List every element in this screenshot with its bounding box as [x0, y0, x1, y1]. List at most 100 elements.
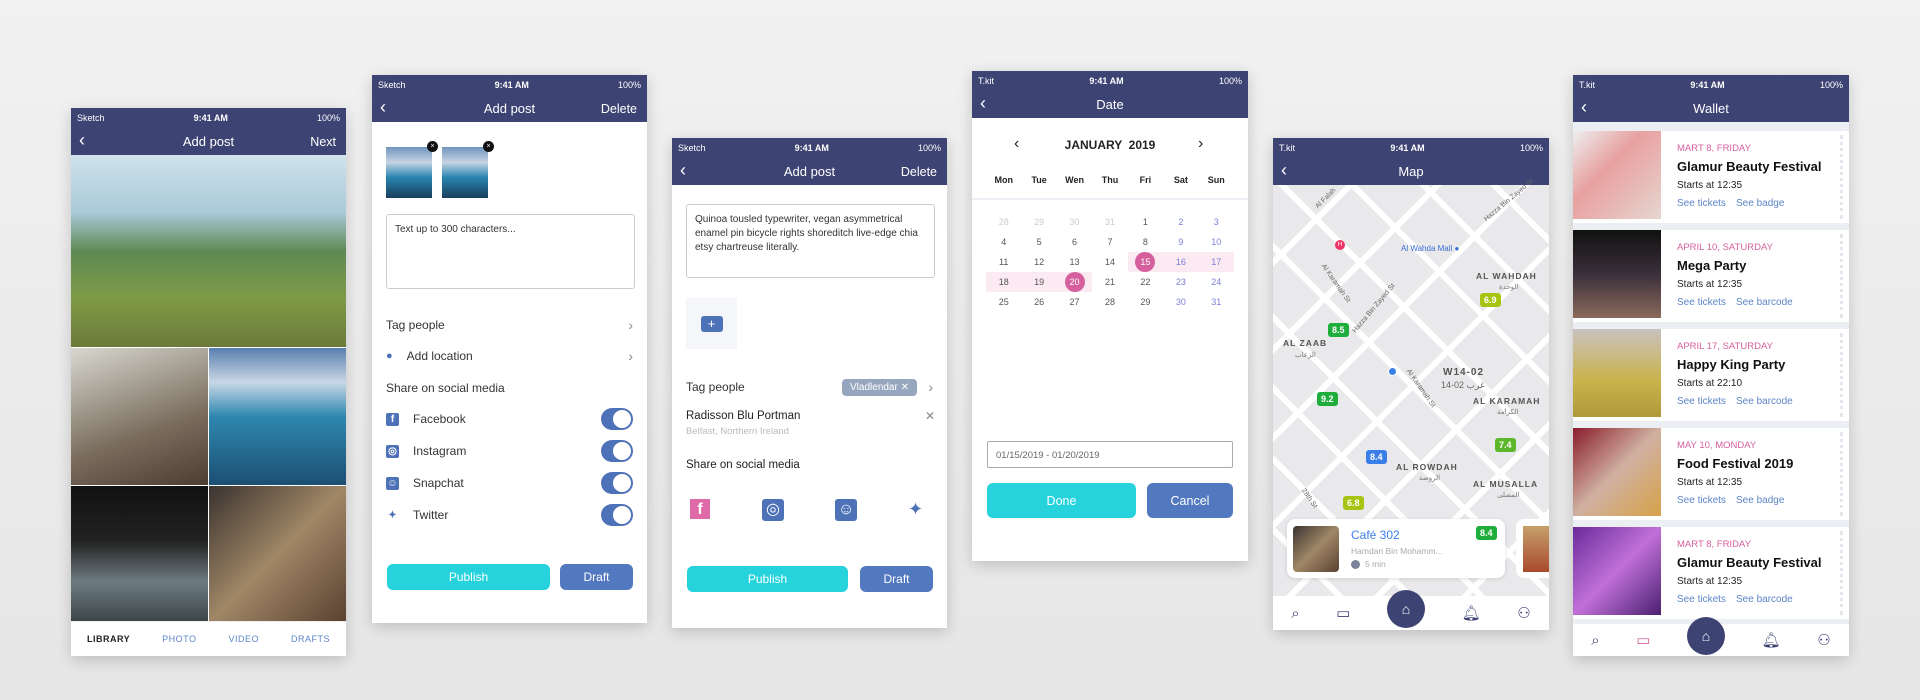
calendar-day[interactable]: 5 [1021, 232, 1056, 252]
back-icon[interactable]: ‹ [1581, 97, 1587, 117]
draft-button[interactable]: Draft [560, 564, 633, 590]
calendar-day[interactable]: 31 [1199, 292, 1234, 312]
bell-icon[interactable]: 🔔︎ [1761, 632, 1781, 649]
home-icon[interactable]: ⌂ [1387, 590, 1426, 628]
calendar-day[interactable]: 1 [1128, 212, 1163, 232]
see-tickets-link[interactable]: See tickets [1677, 594, 1726, 605]
place-card[interactable]: Café 302 Hamdan Bin Mohamm... 5 min 8.4 [1287, 519, 1505, 578]
rating-pin[interactable]: 8.5 [1328, 323, 1349, 337]
calendar-day[interactable]: 16 [1163, 252, 1199, 272]
twitter-icon[interactable]: ✦ [908, 499, 924, 519]
snapchat-icon[interactable]: ☺ [835, 499, 857, 521]
facebook-icon[interactable]: f [690, 499, 710, 519]
snapchat-toggle[interactable] [601, 472, 633, 494]
calendar-day[interactable]: 8 [1128, 232, 1163, 252]
calendar-day[interactable]: 9 [1163, 232, 1198, 252]
calendar-day[interactable]: 21 [1092, 272, 1127, 292]
profile-icon[interactable]: ⚇ [1517, 605, 1531, 622]
hospital-icon[interactable]: H [1335, 240, 1345, 250]
calendar-day[interactable]: 18 [986, 272, 1022, 292]
calendar-day[interactable]: 7 [1092, 232, 1127, 252]
photo-campfire[interactable] [71, 348, 208, 485]
tab-video[interactable]: VIDEO [228, 634, 259, 644]
see-tickets-link[interactable]: See tickets [1677, 396, 1726, 407]
tab-photo[interactable]: PHOTO [162, 634, 197, 644]
secondary-link[interactable]: See badge [1736, 198, 1785, 209]
calendar-day[interactable]: 26 [1021, 292, 1056, 312]
event-ticket[interactable]: APRIL 10, SATURDAY Mega Party Starts at … [1573, 230, 1849, 322]
back-icon[interactable]: ‹ [380, 97, 386, 117]
calendar-day[interactable]: 30 [1057, 212, 1092, 232]
photo-street-cafe[interactable] [71, 486, 208, 623]
bell-icon[interactable]: 🔔︎ [1461, 605, 1481, 622]
rating-pin[interactable]: 9.2 [1317, 392, 1338, 406]
back-icon[interactable]: ‹ [980, 93, 986, 113]
see-tickets-link[interactable]: See tickets [1677, 198, 1726, 209]
calendar-day[interactable]: 15 [1127, 252, 1164, 272]
thumbnail[interactable] [442, 147, 488, 198]
remove-icon[interactable]: × [483, 141, 494, 152]
close-icon[interactable]: ✕ [900, 381, 909, 393]
photo-cafe-interior[interactable] [209, 486, 346, 623]
wallet-icon[interactable]: ▭ [1636, 632, 1651, 649]
profile-icon[interactable]: ⚇ [1817, 632, 1831, 649]
photo-hikers[interactable] [71, 155, 346, 347]
cancel-button[interactable]: Cancel [1147, 483, 1233, 518]
see-tickets-link[interactable]: See tickets [1677, 495, 1726, 506]
calendar-day[interactable]: 27 [1057, 292, 1092, 312]
post-text-input[interactable]: Text up to 300 characters... [386, 214, 635, 289]
calendar-day[interactable]: 28 [986, 212, 1021, 232]
calendar-day[interactable]: 28 [1092, 292, 1127, 312]
calendar-day[interactable]: 30 [1163, 292, 1198, 312]
secondary-link[interactable]: See barcode [1736, 594, 1793, 605]
delete-button[interactable]: Delete [600, 101, 637, 116]
instagram-toggle[interactable] [601, 440, 633, 462]
event-ticket[interactable]: MAY 10, MONDAY Food Festival 2019 Starts… [1573, 428, 1849, 520]
see-tickets-link[interactable]: See tickets [1677, 297, 1726, 308]
tab-drafts[interactable]: DRAFTS [290, 634, 330, 644]
thumbnail[interactable] [386, 147, 432, 198]
publish-button[interactable]: Publish [687, 566, 848, 592]
remove-location-icon[interactable]: ✕ [924, 409, 935, 423]
calendar-day[interactable]: 31 [1092, 212, 1127, 232]
event-ticket[interactable]: APRIL 17, SATURDAY Happy King Party Star… [1573, 329, 1849, 421]
tag-people-row[interactable]: Tag people › [386, 317, 633, 333]
calendar-day[interactable]: 2 [1163, 212, 1198, 232]
calendar-day[interactable]: 25 [986, 292, 1021, 312]
calendar-day[interactable]: 22 [1128, 272, 1163, 292]
next-button[interactable]: Next [310, 134, 336, 149]
publish-button[interactable]: Publish [387, 564, 550, 590]
calendar-day[interactable]: 12 [1021, 252, 1056, 272]
calendar-day[interactable]: 10 [1199, 232, 1234, 252]
add-photo-button[interactable]: + [686, 298, 737, 349]
search-icon[interactable]: ⌕ [1291, 604, 1300, 622]
calendar-day[interactable]: 19 [1021, 272, 1057, 292]
calendar-day[interactable]: 6 [1057, 232, 1092, 252]
twitter-toggle[interactable] [601, 504, 633, 526]
secondary-link[interactable]: See barcode [1736, 297, 1793, 308]
post-text-input[interactable]: Quinoa tousled typewriter, vegan asymmet… [686, 204, 935, 278]
tag-people-row[interactable]: Tag people Vladlendar ✕ › [686, 377, 933, 397]
rating-pin[interactable]: 6.8 [1343, 496, 1364, 510]
calendar-day[interactable]: 20 [1056, 272, 1093, 292]
draft-button[interactable]: Draft [860, 566, 933, 592]
search-icon[interactable]: ⌕ [1591, 631, 1600, 649]
rating-pin[interactable]: 8.4 [1366, 450, 1387, 464]
tag-chip[interactable]: Vladlendar ✕ [842, 378, 917, 396]
done-button[interactable]: Done [987, 483, 1136, 518]
calendar-day[interactable]: 29 [1128, 292, 1163, 312]
home-icon[interactable]: ⌂ [1687, 617, 1726, 655]
calendar-day[interactable]: 13 [1057, 252, 1092, 272]
next-place-card[interactable] [1516, 519, 1549, 578]
calendar-day[interactable]: 29 [1021, 212, 1056, 232]
calendar-day[interactable]: 23 [1163, 272, 1198, 292]
remove-icon[interactable]: × [427, 141, 438, 152]
calendar-day[interactable]: 17 [1198, 252, 1234, 272]
back-icon[interactable]: ‹ [79, 130, 85, 150]
tab-library[interactable]: LIBRARY [86, 634, 131, 644]
calendar-day[interactable]: 24 [1199, 272, 1234, 292]
event-ticket[interactable]: MART 8, FRIDAY Glamur Beauty Festival St… [1573, 527, 1849, 619]
prev-month-icon[interactable]: ‹ [1014, 135, 1020, 152]
secondary-link[interactable]: See badge [1736, 495, 1785, 506]
calendar-day[interactable]: 4 [986, 232, 1021, 252]
